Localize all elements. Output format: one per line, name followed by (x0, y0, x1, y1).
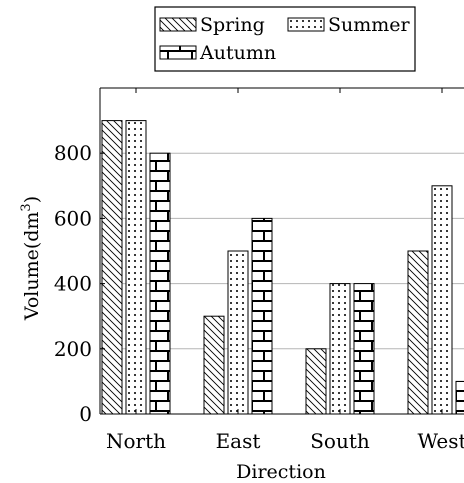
bar-summer-north (126, 121, 146, 414)
bar-autumn-west (456, 381, 464, 414)
bar-spring-north (102, 121, 122, 414)
legend-swatch-summer (288, 18, 324, 31)
y-ticks: 0 200 400 600 800 (54, 141, 105, 426)
x-axis-label: Direction (236, 461, 326, 483)
y-tick-label-1: 200 (54, 337, 92, 361)
y-tick-label-2: 400 (54, 272, 92, 296)
y-tick-label-3: 600 (54, 206, 92, 230)
x-tick-label-north: North (106, 429, 166, 453)
bar-spring-west (408, 251, 428, 414)
y-tick-label-4: 800 (54, 141, 92, 165)
legend: Spring Summer Autumn (155, 7, 415, 71)
bar-spring-south (306, 349, 326, 414)
bar-autumn-east (252, 218, 272, 414)
legend-label-autumn: Autumn (199, 42, 276, 64)
legend-label-spring: Spring (200, 14, 265, 36)
bar-summer-east (228, 251, 248, 414)
bar-summer-west (432, 186, 452, 414)
y-axis-label: Volume(dm3) (19, 196, 43, 321)
x-tick-label-south: South (310, 429, 370, 453)
bar-spring-east (204, 316, 224, 414)
x-tick-label-east: East (216, 429, 261, 453)
legend-label-summer: Summer (328, 14, 411, 36)
bar-summer-south (330, 284, 350, 414)
x-tick-label-west: West (417, 429, 464, 453)
y-axis-label-exponent: 3 (19, 203, 34, 211)
legend-swatch-spring (160, 18, 196, 31)
bar-autumn-north (150, 153, 170, 414)
y-axis-label-base: Volume(dm (21, 212, 43, 322)
bars (102, 121, 464, 414)
legend-swatch-autumn (160, 46, 196, 59)
y-axis-label-close: ) (21, 196, 43, 203)
y-tick-label-0: 0 (79, 402, 92, 426)
bar-autumn-south (354, 284, 374, 414)
